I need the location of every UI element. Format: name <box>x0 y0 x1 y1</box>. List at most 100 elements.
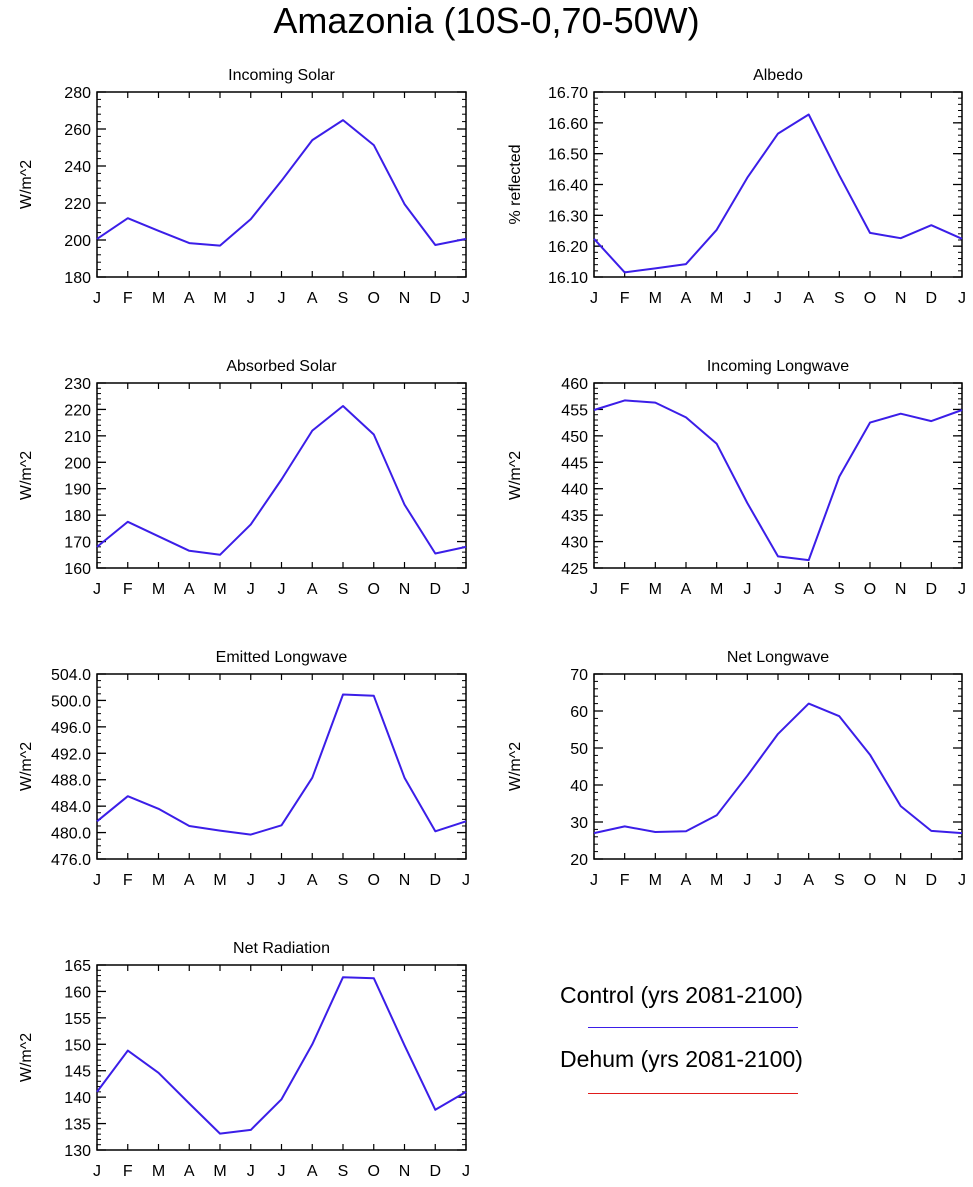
y-tick-label: 500.0 <box>51 693 91 710</box>
x-tick-label: J <box>958 872 966 889</box>
y-tick-label: 16.70 <box>548 85 588 102</box>
x-tick-label: M <box>152 581 165 598</box>
y-tick-label: 16.60 <box>548 116 588 133</box>
panel-title: Emitted Longwave <box>216 649 348 666</box>
x-tick-label: M <box>152 290 165 307</box>
x-tick-label: M <box>152 872 165 889</box>
x-tick-label: D <box>429 872 441 889</box>
x-tick-label: J <box>958 581 966 598</box>
x-tick-label: J <box>743 872 751 889</box>
y-tick-label: 16.20 <box>548 239 588 256</box>
x-tick-label: F <box>620 872 630 889</box>
x-tick-label: F <box>123 872 133 889</box>
series-line-1 <box>96 693 467 836</box>
legend-label-dehum: Dehum (yrs 2081-2100) <box>560 1046 803 1072</box>
y-tick-label: 430 <box>561 535 588 552</box>
y-tick-label: 130 <box>64 1143 91 1160</box>
y-axis-label: W/m^2 <box>18 160 35 209</box>
x-tick-label: M <box>213 1163 226 1180</box>
y-axis-label: W/m^2 <box>18 742 35 791</box>
x-tick-label: J <box>774 581 782 598</box>
x-tick-label: M <box>213 290 226 307</box>
x-tick-label: J <box>247 872 255 889</box>
x-tick-label: D <box>926 581 938 598</box>
x-tick-label: M <box>649 872 662 889</box>
x-tick-label: O <box>864 290 876 307</box>
x-tick-label: O <box>368 290 380 307</box>
y-tick-label: 488.0 <box>51 773 91 790</box>
x-tick-label: F <box>123 290 133 307</box>
y-tick-label: 160 <box>64 561 91 578</box>
y-axis-label: W/m^2 <box>507 451 524 500</box>
y-tick-label: 460 <box>561 376 588 393</box>
y-axis-label: W/m^2 <box>18 1033 35 1082</box>
y-tick-label: 435 <box>561 508 588 525</box>
y-tick-label: 16.30 <box>548 208 588 225</box>
y-tick-label: 155 <box>64 1011 91 1028</box>
y-tick-label: 20 <box>570 852 588 869</box>
y-tick-label: 140 <box>64 1090 91 1107</box>
x-tick-label: O <box>368 1163 380 1180</box>
plot-frame <box>96 91 467 278</box>
series-line-1 <box>96 119 467 247</box>
x-tick-label: N <box>895 581 907 598</box>
x-tick-label: A <box>803 581 814 598</box>
y-tick-label: 50 <box>570 741 588 758</box>
y-tick-label: 280 <box>64 85 91 102</box>
x-tick-label: J <box>743 581 751 598</box>
y-tick-label: 16.50 <box>548 147 588 164</box>
x-tick-label: S <box>338 581 349 598</box>
y-tick-label: 40 <box>570 778 588 795</box>
y-axis-label: % reflected <box>507 144 524 224</box>
y-axis-label: W/m^2 <box>18 451 35 500</box>
x-tick-label: N <box>399 872 411 889</box>
x-tick-label: A <box>307 581 318 598</box>
x-tick-label: M <box>152 1163 165 1180</box>
y-tick-label: 30 <box>570 815 588 832</box>
y-tick-label: 145 <box>64 1064 91 1081</box>
figure-title: Amazonia (10S-0,70-50W) <box>273 0 700 41</box>
x-tick-label: A <box>184 1163 195 1180</box>
x-tick-label: D <box>429 581 441 598</box>
y-tick-label: 180 <box>64 508 91 525</box>
x-tick-label: D <box>429 1163 441 1180</box>
x-tick-label: J <box>958 290 966 307</box>
y-tick-label: 455 <box>561 402 588 419</box>
x-tick-label: A <box>803 290 814 307</box>
x-tick-label: A <box>307 290 318 307</box>
x-tick-label: S <box>338 872 349 889</box>
x-tick-label: N <box>895 290 907 307</box>
x-tick-label: A <box>184 581 195 598</box>
x-tick-label: D <box>926 290 938 307</box>
x-tick-label: O <box>864 872 876 889</box>
series-line-1 <box>96 405 467 556</box>
plot-frame <box>593 91 963 278</box>
x-tick-label: M <box>649 290 662 307</box>
y-tick-label: 170 <box>64 535 91 552</box>
y-tick-label: 425 <box>561 561 588 578</box>
panel-title: Incoming Solar <box>228 67 335 84</box>
x-tick-label: J <box>462 872 470 889</box>
legend-line-dehum <box>588 1093 798 1094</box>
x-tick-label: J <box>278 290 286 307</box>
panel-title: Net Radiation <box>233 940 330 957</box>
y-tick-label: 260 <box>64 122 91 139</box>
y-tick-label: 190 <box>64 482 91 499</box>
series-line-1 <box>593 113 963 274</box>
y-tick-label: 165 <box>64 958 91 975</box>
x-tick-label: N <box>895 872 907 889</box>
x-tick-label: J <box>93 581 101 598</box>
y-axis-label: W/m^2 <box>507 742 524 791</box>
x-tick-label: J <box>93 872 101 889</box>
y-tick-label: 16.40 <box>548 178 588 195</box>
x-tick-label: N <box>399 1163 411 1180</box>
x-tick-label: F <box>620 581 630 598</box>
panel-title: Net Longwave <box>727 649 829 666</box>
y-tick-label: 450 <box>561 429 588 446</box>
